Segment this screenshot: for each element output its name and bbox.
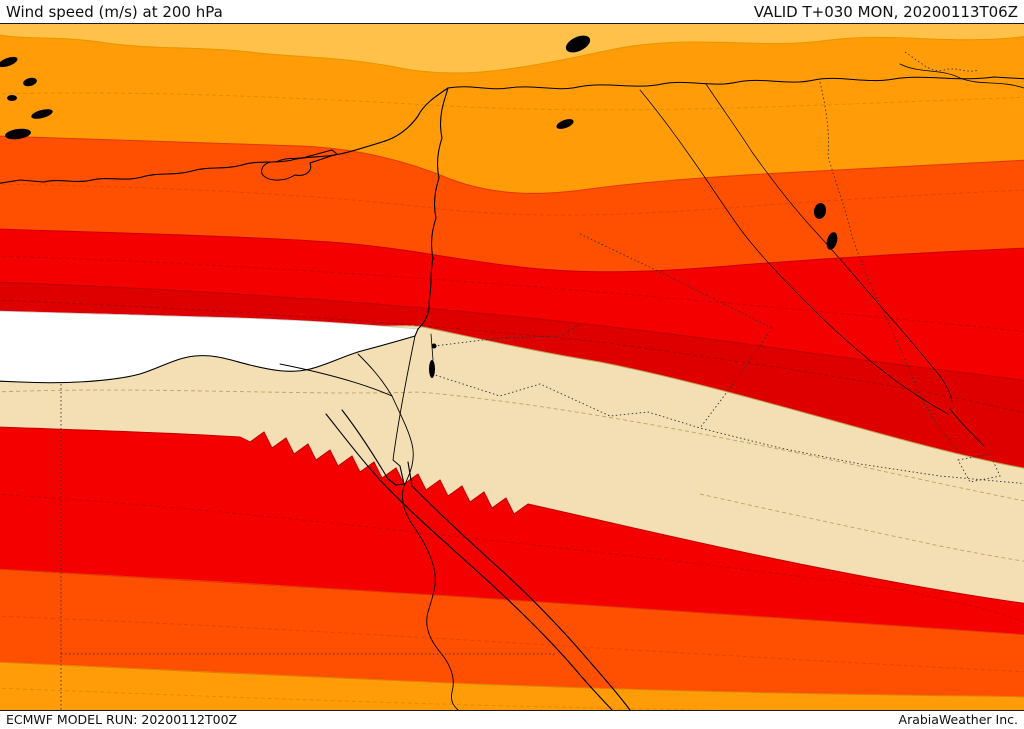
aegean-island (23, 77, 37, 87)
brand-label: ArabiaWeather Inc. (898, 711, 1018, 727)
dashed-contour (0, 255, 1024, 332)
country-borders-dotted (60, 51, 1024, 710)
nile-delta-branch-west (279, 363, 393, 397)
iraq-iran-border (819, 81, 961, 453)
crete-island (5, 128, 31, 140)
syria-jordan-border (433, 323, 581, 347)
armenia-border (904, 51, 979, 72)
rivers (279, 83, 985, 710)
jordan-iraq-border (699, 327, 773, 429)
dashed-contour (0, 687, 723, 710)
coastlines (0, 63, 1024, 710)
sinai-coast (341, 409, 405, 486)
caucasus-line (899, 63, 1024, 89)
kuwait-border (957, 453, 1001, 483)
map-footer: ECMWF MODEL RUN: 20200112T00Z ArabiaWeat… (0, 710, 1024, 727)
egypt-mediterranean-coast (0, 328, 419, 384)
shatt-al-arab (949, 408, 985, 447)
red-sea-east-coast (407, 461, 631, 710)
tigris-river (705, 83, 953, 403)
aegean-island (0, 56, 18, 68)
levant-coast (417, 87, 449, 330)
band-light-orange (0, 24, 1024, 74)
lake-assad (556, 119, 574, 129)
lake-razzaza (826, 232, 838, 250)
jordan-saudi-iraq-border (431, 373, 1024, 485)
nile-river (391, 395, 459, 710)
dashed-contour (0, 299, 1024, 414)
nile-delta-branch-east (357, 353, 393, 397)
rhodes-island (31, 109, 53, 119)
dashed-contour (0, 389, 1024, 502)
map-header: Wind speed (m/s) at 200 hPa VALID T+030 … (0, 0, 1024, 24)
contour-bands (0, 24, 1024, 710)
euphrates-river (639, 89, 949, 415)
lake-tuz (565, 35, 591, 53)
map-title: Wind speed (m/s) at 200 hPa (6, 2, 223, 21)
cyprus-outline (261, 149, 338, 181)
lake-tharthar (813, 203, 827, 219)
sea-of-galilee (431, 343, 437, 349)
model-run-label: ECMWF MODEL RUN: 20200112T00Z (6, 711, 238, 727)
red-sea-west-coast (325, 413, 613, 710)
valid-time-label: VALID T+030 MON, 20200113T06Z (753, 2, 1018, 21)
wind-map (0, 24, 1024, 710)
syria-iraq-border (579, 233, 773, 329)
dashed-contour (0, 183, 1024, 216)
turkey-border-east (447, 76, 1024, 90)
water-bodies (0, 35, 838, 378)
turkey-south-coast (0, 87, 449, 184)
aegean-island (7, 95, 17, 101)
israel-egypt-border (392, 335, 416, 467)
dead-sea (429, 360, 435, 378)
